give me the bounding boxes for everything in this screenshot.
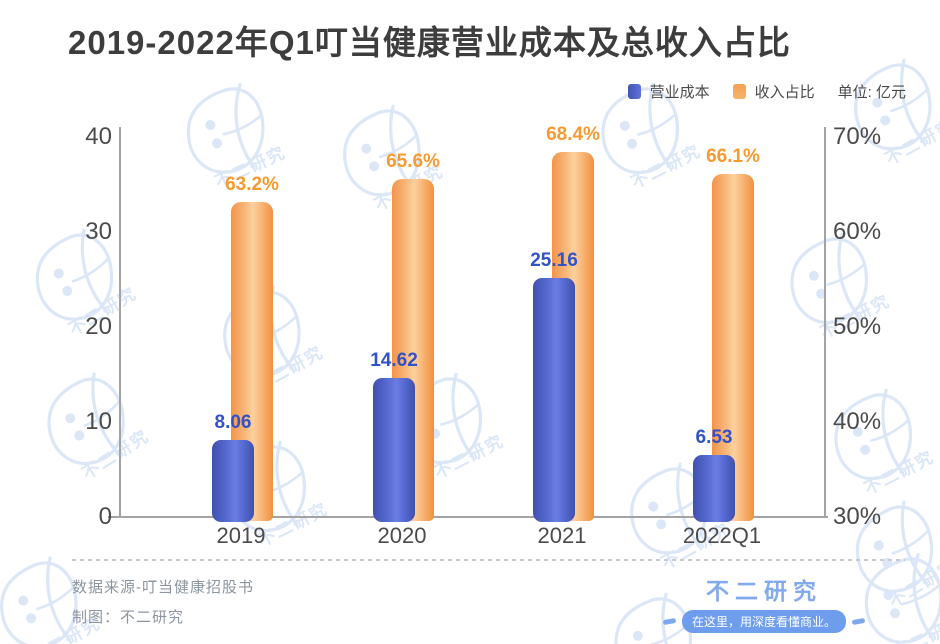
credit-note: 制图：不二研究 — [72, 609, 185, 626]
revenue-share-value-label: 66.1% — [706, 146, 760, 168]
left-axis-tick: 40 — [85, 123, 112, 150]
revenue-share-value-label: 68.4% — [546, 124, 600, 146]
revenue-share-value-label: 65.6% — [386, 150, 440, 172]
x-axis-category-label: 2022Q1 — [682, 523, 762, 548]
legend-label-cost: 营业成本 — [649, 83, 710, 101]
revenue-share-value-label: 63.2% — [225, 173, 279, 195]
footer-divider — [72, 559, 905, 561]
legend-swatch-cost — [627, 83, 641, 99]
legend-label-revenue: 收入占比 — [754, 83, 815, 101]
x-axis-category-label: 2019 — [216, 523, 266, 548]
x-axis-category-label: 2020 — [377, 523, 427, 548]
chart-title: 2019-2022年Q1叮当健康营业成本及总收入占比 — [68, 24, 791, 61]
legend-swatch-revenue — [732, 83, 746, 99]
operating-cost-bar — [533, 277, 575, 522]
x-axis-line — [108, 516, 828, 518]
left-axis-tick: 30 — [85, 218, 112, 245]
operating-cost-bar — [373, 378, 415, 522]
left-axis-line — [119, 127, 121, 518]
legend: 营业成本 收入占比 单位: 亿元 — [627, 80, 906, 102]
right-axis-tick: 40% — [833, 408, 882, 435]
brand-slogan-row: 在这里，用深度看懂商业。 — [662, 610, 866, 633]
right-axis-tick: 70% — [833, 123, 882, 150]
operating-cost-value-label: 6.53 — [695, 426, 733, 448]
operating-cost-bar — [693, 454, 735, 522]
right-axis-tick: 30% — [833, 503, 882, 530]
right-axis-line — [824, 127, 826, 518]
x-axis-category-label: 2021 — [537, 523, 587, 548]
operating-cost-value-label: 14.62 — [370, 350, 418, 372]
left-axis-tick: 20 — [85, 313, 112, 340]
pill-decoration-right — [851, 617, 866, 626]
operating-cost-value-label: 25.16 — [530, 249, 578, 271]
brand-block: 不二研究 在这里，用深度看懂商业。 — [662, 572, 866, 633]
data-source-note: 数据来源-叮当健康招股书 — [72, 579, 254, 596]
right-axis-tick: 50% — [833, 313, 882, 340]
left-axis-tick: 0 — [98, 503, 112, 530]
left-axis-tick: 10 — [85, 408, 112, 435]
brand-name: 不二研究 — [706, 578, 822, 604]
legend-unit-label: 单位: 亿元 — [837, 83, 906, 101]
pill-decoration-left — [662, 617, 677, 626]
brand-slogan-pill: 在这里，用深度看懂商业。 — [682, 610, 847, 633]
right-axis-tick: 60% — [833, 218, 882, 245]
operating-cost-bar — [212, 440, 254, 522]
operating-cost-value-label: 8.06 — [214, 412, 252, 434]
